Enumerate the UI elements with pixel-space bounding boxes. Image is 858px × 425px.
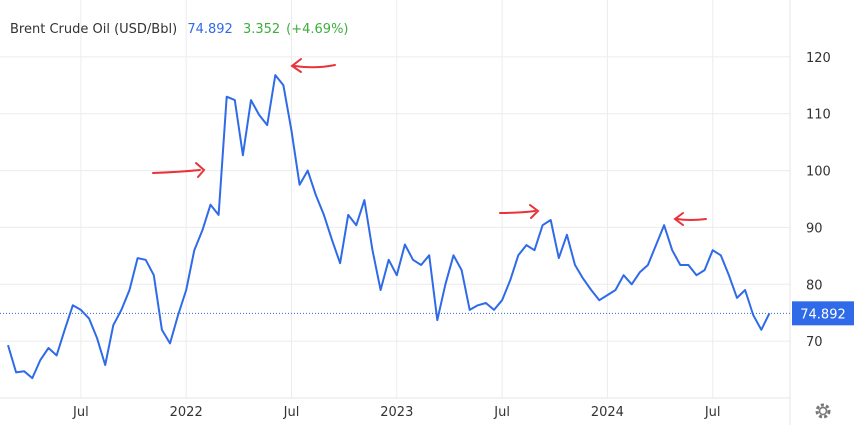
y-tick-label: 90 bbox=[806, 221, 823, 236]
x-tick-label: Jul bbox=[493, 405, 510, 420]
x-tick-label: Jul bbox=[72, 405, 89, 420]
change: 3.352 bbox=[242, 22, 281, 37]
price-line bbox=[7, 74, 771, 380]
x-tick-label: Jul bbox=[283, 405, 300, 420]
y-tick-label: 110 bbox=[806, 108, 831, 123]
title: Brent Crude Oil (USD/Bbl) bbox=[10, 22, 178, 37]
annotations bbox=[152, 58, 707, 226]
y-tick-label: 80 bbox=[806, 278, 823, 293]
last-value-label: 74.892 bbox=[800, 307, 846, 322]
last-value-box bbox=[792, 301, 854, 326]
last-value: 74.892 bbox=[187, 22, 233, 37]
arrow bbox=[152, 162, 206, 178]
arrow bbox=[673, 212, 707, 226]
arrow bbox=[290, 58, 336, 73]
y-tick-label: 70 bbox=[806, 335, 823, 350]
x-tick-label: 2022 bbox=[170, 405, 203, 420]
arrow bbox=[499, 204, 540, 219]
settings-icon[interactable] bbox=[815, 403, 831, 419]
x-tick-label: 2024 bbox=[591, 405, 624, 420]
x-tick-label: 2023 bbox=[380, 405, 413, 420]
change-percent: (+4.69%) bbox=[286, 22, 349, 37]
y-tick-label: 120 bbox=[806, 51, 831, 66]
y-tick-label: 100 bbox=[806, 165, 831, 180]
header: Brent Crude Oil (USD/Bbl) 74.892 3.352 (+… bbox=[10, 22, 355, 37]
x-tick-label: Jul bbox=[704, 405, 721, 420]
